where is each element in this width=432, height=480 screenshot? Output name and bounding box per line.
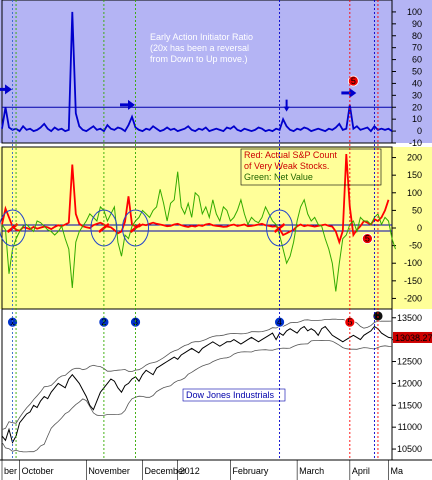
annotation-box <box>182 388 286 402</box>
y-tick-label: 11500 <box>398 400 422 410</box>
y-tick-label: 100 <box>407 188 422 198</box>
y-tick-label: 12500 <box>397 357 422 367</box>
x-month-label: October <box>22 466 54 476</box>
panel-dow-jones: 1350013000125001200011500110001050012345… <box>0 308 432 461</box>
y-tick-label: 50 <box>412 67 422 77</box>
y-tick-label: -10 <box>409 138 422 148</box>
series-line-0 <box>1 153 390 246</box>
y-tick-label: -50 <box>409 241 422 251</box>
y-tick-label: 200 <box>407 153 422 163</box>
series-line-0 <box>1 325 393 444</box>
last-value-box <box>393 331 432 343</box>
y-tick-label: -150 <box>404 276 422 286</box>
marker-4-label: 4 <box>277 317 282 327</box>
highlight-circle <box>90 209 118 247</box>
upper-band <box>1 318 393 430</box>
annotation-line-2: from Down to Up move.) <box>150 54 248 64</box>
annotation-box <box>240 148 382 186</box>
annotation-line-0: Red: Actual S&P Count <box>244 150 337 160</box>
highlight-circle <box>122 209 150 247</box>
marker-3-label: 3 <box>133 317 138 327</box>
y-tick-label: 60 <box>412 55 422 65</box>
marker-5-label: 5 <box>365 234 370 244</box>
x-month-label: November <box>88 466 130 476</box>
y-tick-label: 11000 <box>398 422 422 432</box>
marker-5-disc <box>362 233 373 244</box>
lower-band <box>1 339 393 453</box>
x-month-label: Ma <box>390 466 403 476</box>
marker-5-disc <box>347 75 359 87</box>
y-tick-label: 0 <box>417 223 422 233</box>
y-tick-label: 10500 <box>397 444 422 454</box>
y-tick-label: 40 <box>412 78 422 88</box>
y-tick-label: 80 <box>412 31 422 41</box>
arrow-head-down <box>283 106 290 112</box>
panel-weak-stocks-count: 200 150 100 50 0 -50 -100 -150 -200 5 Red: Actual … <box>0 146 432 310</box>
x-month-label: March <box>299 466 324 476</box>
arrow-head-right <box>128 99 135 110</box>
x-axis-background <box>0 460 432 480</box>
panel-background <box>0 0 432 143</box>
y-tick-label: -200 <box>404 293 422 303</box>
x-month-label: April <box>352 466 370 476</box>
x-month-label: 2012 <box>180 466 200 476</box>
y-tick-label: 70 <box>412 43 422 53</box>
panel-background <box>0 147 432 309</box>
y-tick-label: 90 <box>412 19 422 29</box>
annotation-line-1: (20x has been a reversal <box>150 43 249 53</box>
marker-1-label: 1 <box>10 317 15 327</box>
highlight-circle <box>0 209 27 247</box>
y-tick-label: 30 <box>412 90 422 100</box>
highlight-circle <box>266 209 294 247</box>
vertical-guides <box>12 0 379 460</box>
y-tick-label: 20 <box>412 102 422 112</box>
y-tick-label: -100 <box>404 258 422 268</box>
panel-background <box>0 309 432 460</box>
y-tick-label: 150 <box>407 170 422 180</box>
y-tick-label: 12000 <box>397 378 422 388</box>
marker-5-label: 5 <box>351 76 356 86</box>
x-month-label: December <box>145 466 187 476</box>
series-line-1 <box>1 171 396 292</box>
arrow-head-right <box>5 84 13 95</box>
y-tick-label: 13500 <box>397 313 422 323</box>
marker-2-label: 2 <box>101 317 106 327</box>
annotation-line-2: Green: Net Value <box>244 172 313 182</box>
series-line-0 <box>1 11 393 133</box>
arrow-head-right <box>349 87 357 98</box>
annotation-line-0: Dow Jones Industrials <box>186 390 275 400</box>
last-value-label: 13038.27 <box>395 333 432 343</box>
annotation-line-1: of Very Weak Stocks. <box>244 161 329 171</box>
y-tick-label: 100 <box>407 7 422 17</box>
annotation-line-0: Early Action Initiator Ratio <box>150 32 253 42</box>
y-tick-label: 50 <box>412 205 422 215</box>
y-tick-label: 0 <box>417 126 422 136</box>
x-month-label: ber <box>4 466 17 476</box>
x-month-label: February <box>232 466 269 476</box>
y-tick-label: 10 <box>412 114 422 124</box>
marker-5-label: 5 <box>347 317 352 327</box>
